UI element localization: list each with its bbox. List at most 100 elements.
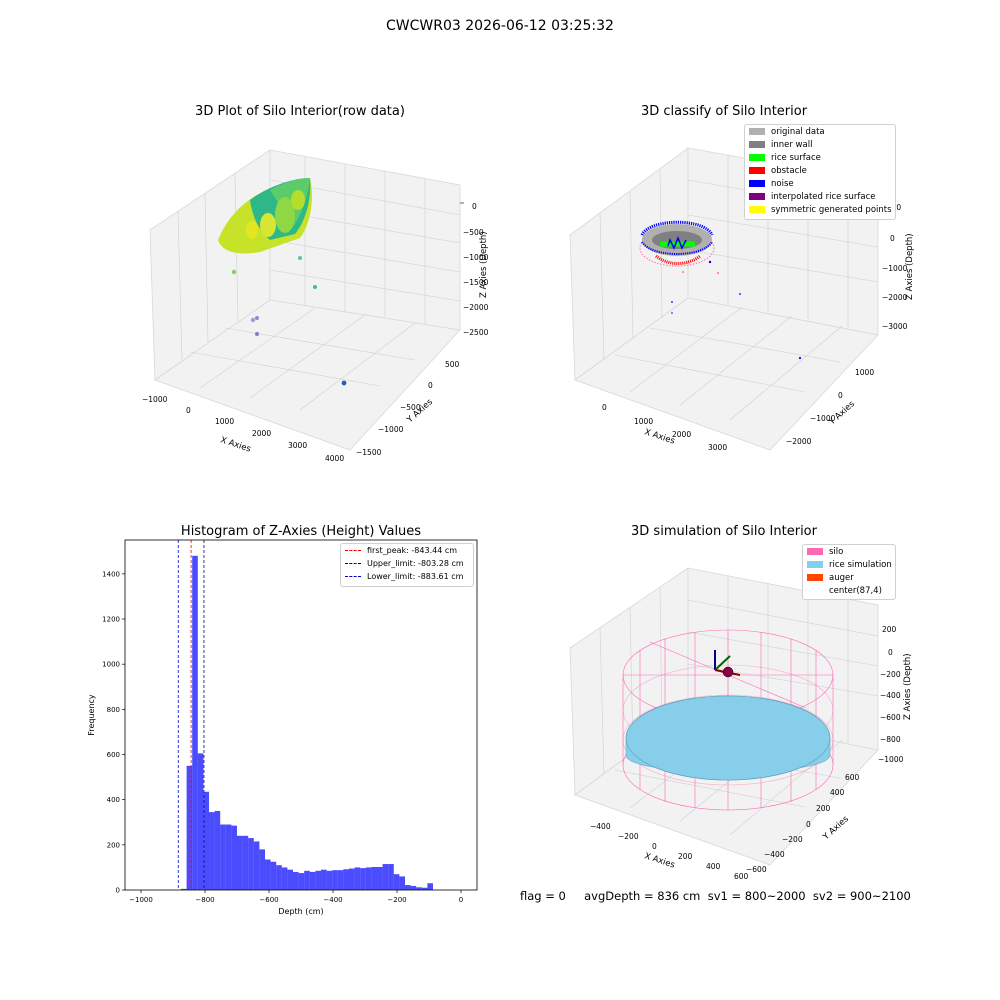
histogram-chart: −1000 −800 −600 −400 −200 0 0 200 400 600 800 1000 1…	[87, 539, 478, 916]
x-tick-label: −200	[387, 896, 406, 904]
simulation-legend-label: center(87,4)	[829, 585, 882, 596]
svg-text:−2000: −2000	[463, 303, 489, 312]
svg-text:−200: −200	[782, 835, 803, 844]
histogram-bar	[354, 867, 361, 890]
classify-legend-item: noise	[745, 177, 895, 190]
histogram-bar	[315, 870, 321, 890]
svg-text:−600: −600	[746, 865, 767, 874]
x-tick-label: −600	[259, 896, 278, 904]
classify-point-cloud	[639, 220, 802, 360]
y-tick-label: 600	[107, 751, 120, 759]
histogram-frame	[124, 539, 478, 891]
histogram-bar	[259, 849, 265, 890]
histogram-title: Histogram of Z-Axies (Height) Values	[180, 524, 422, 539]
histogram-legend-label: first_peak: -843.44 cm	[367, 546, 458, 555]
histogram-bar	[192, 555, 198, 890]
svg-text:−2000: −2000	[786, 437, 812, 446]
svg-text:0: 0	[838, 391, 843, 400]
classify-legend-label: obstacle	[771, 165, 807, 176]
histogram-legend-swatch	[345, 550, 361, 551]
svg-text:−2500: −2500	[463, 328, 489, 337]
histogram-legend-item: Upper_limit: -803.28 cm	[341, 557, 473, 570]
svg-text:1000: 1000	[215, 417, 234, 426]
raw-point-cloud	[218, 178, 312, 254]
classify-x-ticks: 0 1000 2000 3000	[602, 403, 727, 452]
histogram-bar	[349, 868, 355, 890]
svg-text:−1500: −1500	[463, 278, 489, 287]
classify-legend-label: inner wall	[771, 139, 813, 150]
histogram-legend-item: Lower_limit: -883.61 cm	[341, 570, 473, 583]
svg-text:0: 0	[602, 403, 607, 412]
svg-text:−1000: −1000	[878, 755, 904, 764]
histogram-bar	[214, 810, 221, 890]
simulation-legend-label: rice simulation	[829, 559, 892, 570]
svg-text:−3000: −3000	[882, 322, 908, 331]
simulation-legend-item: auger	[803, 571, 895, 584]
svg-text:0: 0	[890, 234, 895, 243]
histogram-bar	[371, 866, 377, 890]
classify-legend-swatch	[749, 180, 765, 187]
raw-x-ticks: −1000 0 1000 2000 3000 4000	[142, 395, 344, 463]
histogram-bar	[197, 753, 204, 890]
histogram-bar	[181, 888, 187, 890]
histogram-bar	[225, 824, 232, 890]
svg-text:−1000: −1000	[463, 253, 489, 262]
classify-legend-swatch	[749, 167, 765, 174]
svg-text:3000: 3000	[288, 441, 307, 450]
simulation-legend-label: silo	[829, 546, 844, 557]
histogram-bar	[377, 866, 383, 890]
simulation-legend: silo rice simulation auger center(87,4)	[802, 544, 896, 600]
svg-text:−500: −500	[463, 228, 484, 237]
svg-text:−800: −800	[880, 735, 901, 744]
svg-text:−1000: −1000	[142, 395, 168, 404]
classify-legend-item: symmetric generated points	[745, 203, 895, 216]
histogram-bar	[265, 859, 271, 890]
svg-text:400: 400	[706, 862, 721, 871]
histogram-bar	[343, 869, 349, 890]
svg-text:−200: −200	[618, 832, 639, 841]
simulation-plot-title: 3D simulation of Silo Interior	[631, 524, 817, 539]
classify-legend-label: original data	[771, 126, 825, 137]
svg-text:−1000: −1000	[378, 425, 404, 434]
histogram-bar	[421, 887, 428, 890]
y-tick-label: 0	[116, 887, 120, 895]
histogram-bar	[304, 870, 310, 890]
classify-legend-item: inner wall	[745, 138, 895, 151]
simulation-x-ticks: −400 −200 0 200 400 600	[590, 822, 749, 881]
classify-y-ticks: 1000 0 −1000 −2000	[786, 368, 874, 446]
histogram-bar	[388, 864, 394, 890]
raw-x-label: X Axies	[219, 435, 252, 454]
svg-text:2000: 2000	[252, 429, 271, 438]
histogram-y-label: Frequency	[87, 694, 96, 736]
svg-text:200: 200	[816, 804, 831, 813]
classify-legend-item: rice surface	[745, 151, 895, 164]
classify-z-ticks: 1000 0 −1000 −2000 −3000	[882, 203, 908, 331]
histogram-bar	[186, 765, 193, 890]
simulation-x-label: X Axies	[643, 851, 676, 870]
histogram-bar	[242, 835, 249, 890]
classify-legend-label: noise	[771, 178, 794, 189]
x-tick-label: 0	[459, 896, 463, 904]
x-tick-label: −800	[195, 896, 214, 904]
svg-text:−200: −200	[880, 670, 901, 679]
simulation-legend-item: center(87,4)	[803, 584, 895, 597]
histogram-bar	[332, 870, 338, 890]
raw-y-ticks: 500 0 −500 −1000 −1500	[356, 360, 460, 457]
y-tick-label: 200	[107, 841, 120, 849]
svg-text:200: 200	[678, 852, 693, 861]
svg-text:1000: 1000	[634, 417, 653, 426]
y-tick-label: 800	[107, 706, 120, 714]
histogram-bar	[321, 869, 327, 890]
histogram-bar	[237, 835, 243, 890]
svg-text:0: 0	[806, 820, 811, 829]
svg-text:−1500: −1500	[356, 448, 382, 457]
classify-legend-label: rice surface	[771, 152, 821, 163]
simulation-y-ticks: 600 400 200 0 −200 −400 −600	[746, 773, 860, 874]
simulation-z-label: Z Axies (Depth)	[903, 653, 913, 720]
histogram-legend-swatch	[345, 563, 361, 564]
histogram-bar	[326, 870, 333, 890]
y-tick-label: 400	[107, 796, 120, 804]
histogram-bar	[410, 885, 417, 890]
histogram-legend: first_peak: -843.44 cm Upper_limit: -803.…	[340, 543, 474, 587]
histogram-legend-swatch	[345, 576, 361, 577]
